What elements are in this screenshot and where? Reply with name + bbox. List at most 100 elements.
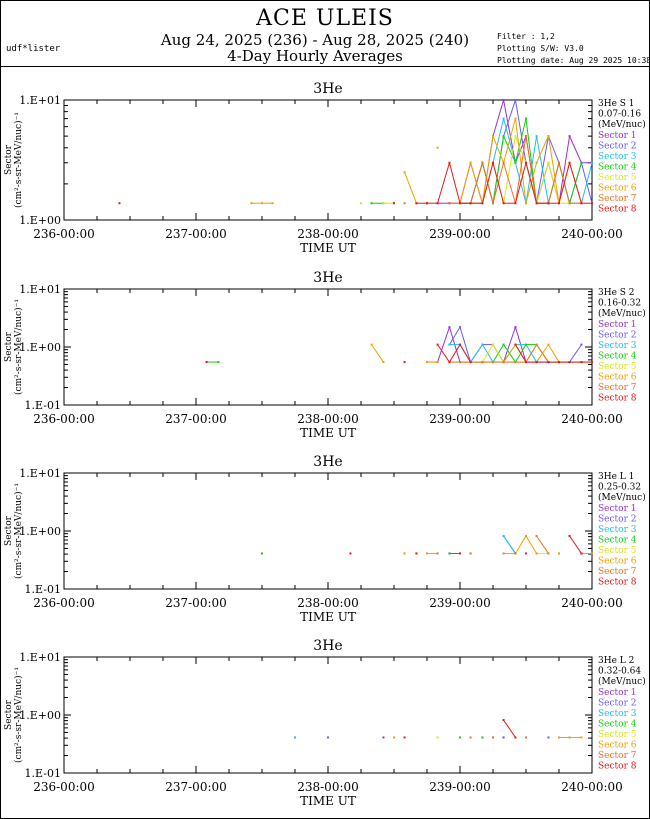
series-segment xyxy=(492,99,505,137)
legend-entry: Sector 3 xyxy=(598,341,637,351)
series-segment xyxy=(492,118,505,163)
x-tick-label: 236-00:00 xyxy=(33,780,95,794)
data-point xyxy=(558,161,560,164)
data-point xyxy=(502,117,505,120)
data-point xyxy=(580,343,583,346)
data-point xyxy=(469,736,472,739)
series-sector-2 xyxy=(459,99,593,205)
series-segment xyxy=(580,162,593,204)
legend-entry: Sector 7 xyxy=(598,751,637,761)
data-point xyxy=(591,202,593,205)
data-point xyxy=(448,361,451,364)
series-sector-6 xyxy=(393,736,583,739)
x-axis-label: TIME UT xyxy=(300,426,356,440)
series-segment xyxy=(481,136,494,204)
data-point xyxy=(459,343,461,346)
legend-entry: Sector 1 xyxy=(598,688,636,698)
legend-header: (MeV/nuc) xyxy=(598,119,646,130)
x-tick-label: 236-00:00 xyxy=(33,596,95,610)
data-point xyxy=(492,343,494,346)
y-tick-label: 1.E-01 xyxy=(25,583,61,596)
series-sector-6 xyxy=(370,343,593,364)
data-point xyxy=(448,202,451,205)
data-point xyxy=(459,361,461,364)
series-segment xyxy=(459,162,472,204)
data-point xyxy=(514,552,517,555)
series-sector-8 xyxy=(205,343,593,364)
x-tick-label: 237-00:00 xyxy=(165,412,227,426)
series-segment xyxy=(536,535,549,554)
series-segment xyxy=(514,136,527,204)
software-label: Plotting S/W: V3.0 xyxy=(497,44,584,53)
series-sector-4 xyxy=(370,117,583,205)
chart-panel-4: 3He 236-00:00 237-00:00 238-00:00 239-00:00 2… xyxy=(4,638,646,808)
data-point xyxy=(525,135,527,138)
data-point xyxy=(448,343,451,346)
x-tick-label: 239-00:00 xyxy=(429,780,491,794)
legend-header: 3He S 1 xyxy=(598,99,635,109)
legend-header: 0.25-0.32 xyxy=(598,483,641,493)
series-segment xyxy=(448,162,461,204)
data-point xyxy=(514,202,517,205)
series-sector-4 xyxy=(205,343,571,364)
data-point xyxy=(547,202,550,205)
y-tick-label: 1.E+00 xyxy=(19,214,61,227)
series-segment xyxy=(437,344,450,363)
series-segment xyxy=(514,118,527,163)
series-sector-6 xyxy=(403,534,593,555)
data-point xyxy=(547,736,550,739)
y-axis-label: Sector xyxy=(4,331,14,362)
filter-label: Filter : 1,2 xyxy=(497,32,555,41)
series-sector-3 xyxy=(448,343,583,364)
chart-title: 3He xyxy=(313,638,342,654)
data-point xyxy=(436,361,439,364)
data-point xyxy=(403,361,406,364)
series-sector-8 xyxy=(403,718,517,739)
x-tick-label: 237-00:00 xyxy=(165,596,227,610)
data-point xyxy=(436,202,439,205)
data-point xyxy=(492,161,494,164)
data-point xyxy=(568,736,571,739)
data-point xyxy=(250,202,253,205)
legend-entry: Sector 2 xyxy=(598,699,636,709)
chart-title: 3He xyxy=(313,270,342,286)
series-sector-2 xyxy=(403,534,560,555)
plot-date-label: Plotting date: Aug 29 2025 10:38 xyxy=(497,56,650,65)
data-point xyxy=(370,343,373,346)
header-separator xyxy=(0,66,650,67)
legend-header: 3He S 2 xyxy=(598,288,635,298)
series-segment xyxy=(514,135,527,163)
data-point xyxy=(393,202,395,205)
y-axis-label: Sector xyxy=(4,699,14,730)
y-axis-units: (cm²-s-sr-MeV/nuc)⁻¹ xyxy=(13,299,24,395)
legend-entry: Sector 5 xyxy=(598,173,637,183)
x-tick-label: 236-00:00 xyxy=(33,412,95,426)
series-segment xyxy=(503,99,516,137)
series-segment xyxy=(503,118,516,163)
series-segment xyxy=(569,344,582,363)
data-point xyxy=(492,736,494,739)
data-point xyxy=(448,552,451,555)
legend-header: 0.32-0.64 xyxy=(598,667,641,677)
series-segment xyxy=(515,535,527,554)
data-point xyxy=(382,361,385,364)
data-point xyxy=(492,361,494,364)
legend-entry: Sector 5 xyxy=(598,546,637,556)
series-sector-8 xyxy=(118,161,593,205)
legend-entry: Sector 2 xyxy=(598,331,636,341)
data-point xyxy=(436,343,439,346)
series-segment xyxy=(525,535,537,554)
series-segment xyxy=(525,136,538,204)
y-tick-label: 1.E+01 xyxy=(19,94,61,107)
data-point xyxy=(525,361,527,364)
series-sector-2 xyxy=(327,736,550,739)
legend-entry: Sector 8 xyxy=(598,394,637,404)
legend-entry: Sector 3 xyxy=(598,525,637,535)
legend-entry: Sector 7 xyxy=(598,567,637,577)
legend-entry: Sector 4 xyxy=(598,163,637,173)
data-point xyxy=(514,326,517,329)
y-tick-label: 1.E+01 xyxy=(19,651,61,664)
series-segment xyxy=(459,344,471,363)
series-sector-7 xyxy=(403,135,583,205)
